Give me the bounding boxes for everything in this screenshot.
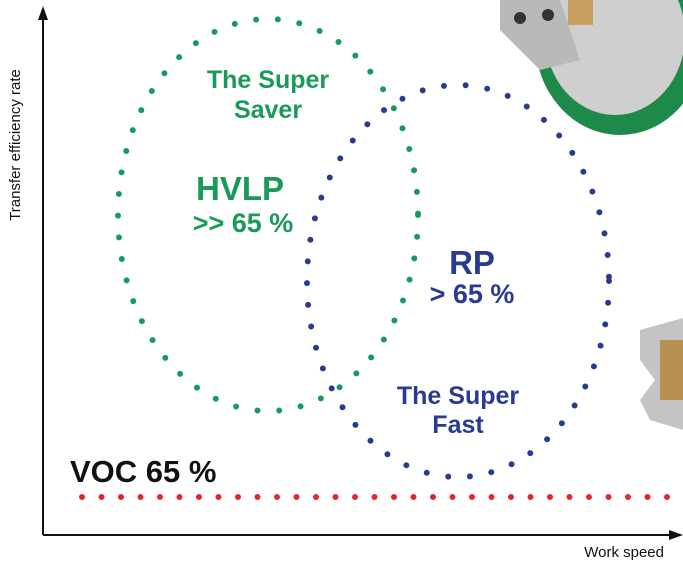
y-axis-label: Transfer efficiency rate bbox=[7, 69, 24, 221]
blue-name-line: The Super bbox=[397, 382, 520, 410]
green-rate: >> 65 % bbox=[193, 208, 294, 238]
x-axis-label: Work speed bbox=[584, 544, 664, 561]
spray-gun-top bbox=[500, 0, 683, 135]
blue-rate: > 65 % bbox=[430, 279, 515, 309]
blue-name-line: Fast bbox=[432, 411, 484, 439]
spray-gun-side bbox=[640, 318, 683, 430]
y-arrow bbox=[38, 6, 48, 20]
diagram: Transfer efficiency rate Work speed The … bbox=[0, 0, 683, 563]
green-label: HVLP bbox=[196, 170, 284, 207]
green-name-line: The Super bbox=[207, 66, 330, 94]
x-arrow bbox=[669, 530, 683, 540]
voc-label: VOC 65 % bbox=[70, 454, 216, 489]
green-name-line: Saver bbox=[234, 96, 302, 124]
blue-label: RP bbox=[449, 244, 495, 281]
